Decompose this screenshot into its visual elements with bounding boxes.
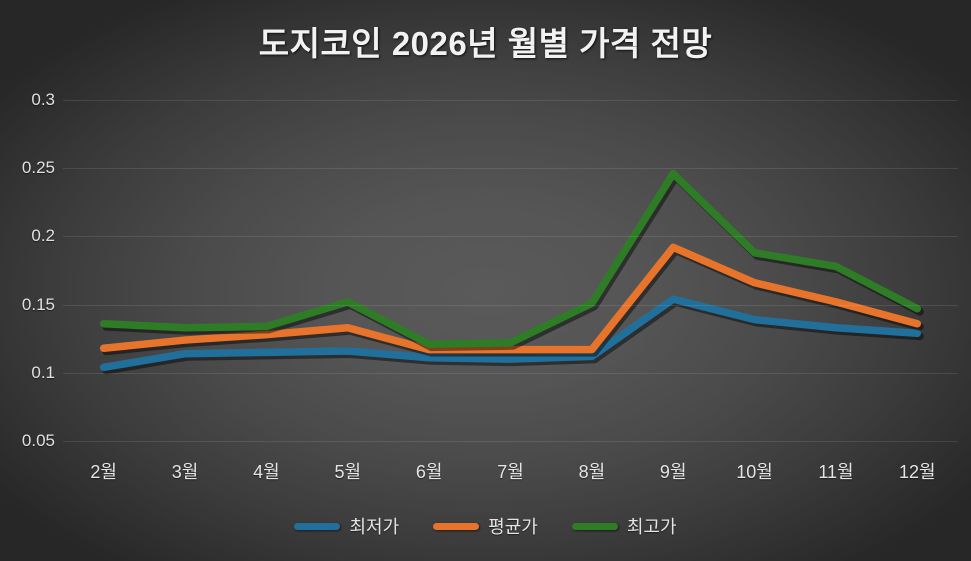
y-axis: 0.3 0.25 0.2 0.15 0.1 0.05: [0, 90, 55, 450]
y-axis-tick-label: 0.2: [31, 226, 55, 246]
x-axis-tick-label: 3월: [171, 462, 199, 482]
plot-area: [63, 100, 958, 442]
gridline: [63, 168, 958, 170]
legend-swatch-icon: [294, 522, 341, 530]
series-line-최저가[interactable]: [99, 295, 922, 372]
y-axis-tick-label: 0.3: [31, 90, 55, 109]
x-axis-tick-label: 4월: [253, 462, 280, 482]
x-axis-tick-label: 10월: [736, 462, 773, 482]
series-line-최고가[interactable]: [99, 169, 922, 348]
legend-label: 최고가: [626, 517, 677, 537]
legend-swatch-icon: [571, 522, 618, 530]
y-axis-tick-label: 0.1: [31, 362, 55, 382]
legend-item[interactable]: 평균가: [433, 513, 538, 539]
series-line-평균가[interactable]: [99, 243, 922, 354]
chart-legend: 최저가 평균가 최고가: [0, 513, 971, 539]
legend-item[interactable]: 최고가: [571, 513, 677, 539]
gridline: [63, 441, 958, 442]
x-axis-tick-label: 12월: [899, 462, 936, 482]
legend-label: 최저가: [349, 517, 400, 537]
x-axis-tick-label: 2월: [90, 462, 117, 482]
gridline: [63, 100, 958, 101]
gridline: [63, 372, 958, 374]
chart-title: 도지코인 2026년 월별 가격 전망: [258, 25, 713, 62]
x-axis-tick-label: 9월: [659, 462, 687, 482]
x-axis-tick-label: 5월: [334, 462, 362, 482]
x-axis-tick-label: 7월: [497, 462, 524, 482]
plot-lines: [99, 169, 924, 375]
x-axis-tick-label: 6월: [415, 462, 443, 482]
y-axis-tick-label: 0.15: [21, 294, 55, 314]
x-axis: 2월 3월 4월 5월 6월 7월 8월 9월 10월 11월 12월: [63, 458, 958, 488]
legend-label: 평균가: [488, 517, 538, 537]
legend-swatch-icon: [433, 522, 480, 530]
gridline: [63, 236, 958, 238]
legend-item[interactable]: 최저가: [294, 513, 399, 539]
y-axis-tick-label: 0.05: [21, 431, 55, 450]
y-axis-tick-label: 0.25: [21, 158, 55, 178]
x-axis-tick-label: 11월: [818, 462, 854, 482]
gridline: [63, 304, 958, 306]
x-axis-tick-label: 8월: [578, 462, 606, 482]
